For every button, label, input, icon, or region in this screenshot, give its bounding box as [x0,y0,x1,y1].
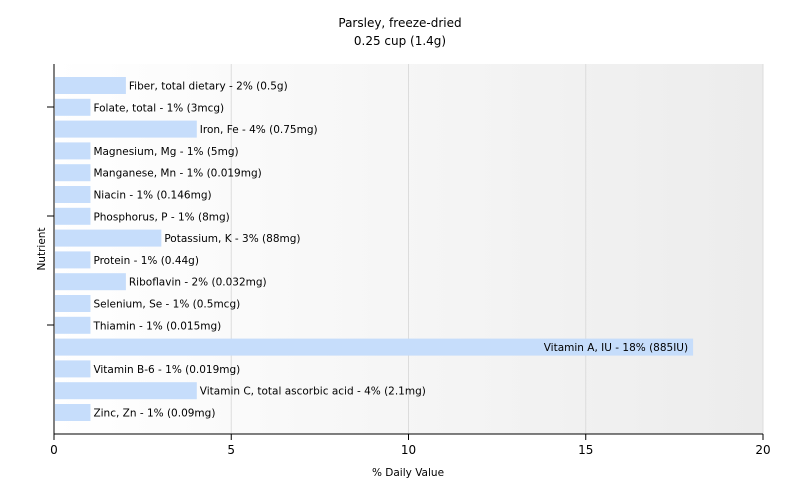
bars: Fiber, total dietary - 2% (0.5g) Folate, … [55,77,694,421]
x-tick-label: 0 [50,443,58,457]
bar-label: Fiber, total dietary - 2% (0.5g) [129,81,288,93]
bar-label: Iron, Fe - 4% (0.75mg) [200,124,318,136]
bar [55,98,91,116]
bar [55,207,91,225]
bar [55,295,91,312]
bar [55,77,126,94]
bar-label: Zinc, Zn - 1% (0.09mg) [93,408,215,420]
grid-lines [230,64,764,434]
bar-label: Manganese, Mn - 1% (0.019mg) [93,168,261,180]
bar [55,273,126,291]
x-axis-title: % Daily Value [372,467,444,479]
bar [55,186,91,203]
bar-label: Riboflavin - 2% (0.032mg) [129,277,267,289]
chart-title: Parsley, freeze-dried [338,16,461,30]
x-tick-label: 15 [578,443,593,457]
bar-label: Magnesium, Mg - 1% (5mg) [93,146,238,158]
bar-label: Folate, total - 1% (3mcg) [93,102,224,114]
axes: 0 5 10 15 20 [47,64,771,457]
bar-label: Vitamin B-6 - 1% (0.019mg) [93,364,240,376]
bar [55,142,91,160]
bar-label: Protein - 1% (0.44g) [93,255,199,267]
bar-label: Selenium, Se - 1% (0.5mcg) [93,299,240,311]
bar-label: Vitamin C, total ascorbic acid - 4% (2.1… [200,386,426,398]
bar-label: Niacin - 1% (0.146mg) [93,190,211,202]
bar-label: Vitamin A, IU - 18% (885IU) [544,342,688,354]
bar [55,120,197,138]
bar [55,404,91,421]
bar [55,164,91,182]
bar [55,229,162,247]
bar [55,338,694,356]
x-tick-label: 20 [755,443,770,457]
bar [55,251,91,269]
bar [55,316,91,334]
bar [55,360,91,378]
chart-subtitle: 0.25 cup (1.4g) [354,34,446,48]
bar [55,382,197,400]
bar-label: Phosphorus, P - 1% (8mg) [93,211,229,223]
x-tick-label: 10 [401,443,416,457]
y-axis-title: Nutrient [36,227,48,270]
x-tick-label: 5 [227,443,235,457]
bar-label: Thiamin - 1% (0.015mg) [92,320,221,332]
bar-label: Potassium, K - 3% (88mg) [164,233,300,245]
